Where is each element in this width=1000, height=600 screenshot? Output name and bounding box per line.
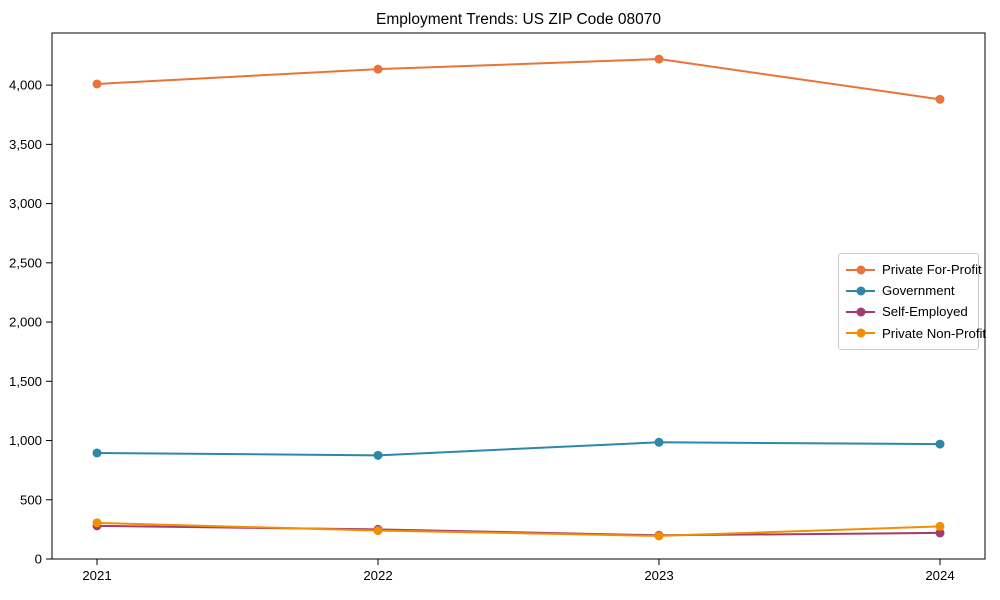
legend-line-sample <box>846 265 875 275</box>
legend-line-sample <box>846 307 875 317</box>
y-tick-label: 2,500 <box>9 255 42 270</box>
data-point <box>92 448 102 458</box>
y-tick-label: 1,000 <box>9 433 42 448</box>
data-point <box>935 521 945 531</box>
legend-label: Private For-Profit <box>882 262 982 278</box>
x-tick-label: 2022 <box>363 568 392 583</box>
y-tick-label: 3,500 <box>9 137 42 152</box>
series-line-1 <box>96 441 941 457</box>
legend-line-sample <box>846 328 875 338</box>
chart-title: Employment Trends: US ZIP Code 08070 <box>376 11 661 28</box>
data-point <box>935 528 945 538</box>
data-point <box>935 439 945 449</box>
legend-item: Private Non-Profit <box>846 323 986 344</box>
y-tick-label: 1,500 <box>9 374 42 389</box>
y-tick-label: 4,000 <box>9 78 42 93</box>
data-point <box>654 54 664 64</box>
legend-marker-dot <box>856 328 865 338</box>
data-point <box>373 526 383 536</box>
x-tick-label: 2024 <box>925 568 954 583</box>
y-tick-label: 3,000 <box>9 196 42 211</box>
plot-border <box>51 32 986 560</box>
legend-item: Private For-Profit <box>846 259 982 280</box>
legend-item: Self-Employed <box>846 301 971 322</box>
series-line-0 <box>96 58 941 101</box>
legend-marker-dot <box>856 307 865 317</box>
data-point <box>373 450 383 460</box>
y-tick-label: 500 <box>20 492 42 507</box>
legend-label: Self-Employed <box>882 304 968 320</box>
data-point <box>654 531 664 541</box>
data-point <box>92 79 102 89</box>
x-tick-label: 2021 <box>82 568 111 583</box>
data-point <box>92 518 102 528</box>
y-tick-label: 0 <box>35 552 42 567</box>
y-tick-label: 2,000 <box>9 315 42 330</box>
legend-label: Government <box>882 283 955 299</box>
legend-marker-dot <box>856 286 865 296</box>
series-line-3 <box>96 521 941 537</box>
legend-line-sample <box>846 286 875 296</box>
legend-label: Private Non-Profit <box>882 325 987 341</box>
data-point <box>373 64 383 74</box>
legend: Private For-Profit Government Self-Employe… <box>838 253 986 350</box>
legend-marker-dot <box>856 265 865 275</box>
data-point <box>654 437 664 447</box>
legend-item: Government <box>846 280 971 301</box>
x-tick-label: 2023 <box>644 568 673 583</box>
data-point <box>935 94 945 104</box>
